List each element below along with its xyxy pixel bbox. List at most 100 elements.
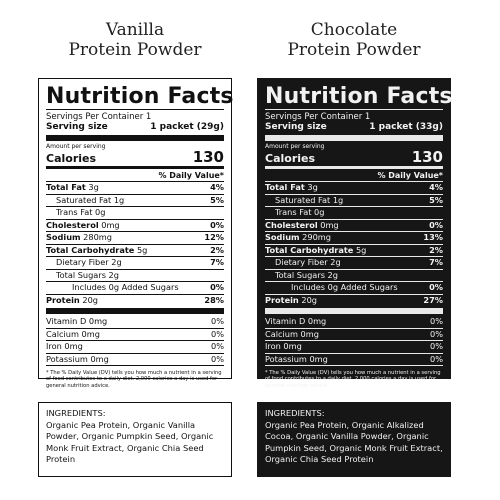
nutrient-amount: Potassium 0mg [46, 353, 109, 364]
nutrient-daily-value: 7% [429, 257, 443, 267]
calories-value: 130 [411, 148, 443, 166]
nutrient-amount: Saturated Fat 1g [56, 194, 125, 205]
nutrient-row: Includes 0g Added Sugars 0% [46, 282, 224, 294]
divider [265, 281, 443, 282]
nutrient-row: Trans Fat 0g [46, 207, 224, 219]
divider-thick [265, 135, 443, 141]
nutrient-label: Total Carbohydrate 5g [46, 245, 147, 257]
nutrient-daily-value: 2% [210, 244, 224, 255]
nutrient-amount: 280mg [80, 232, 112, 242]
divider [265, 327, 443, 329]
nutrient-label: Total Sugars 2g [275, 270, 338, 282]
divider [265, 109, 443, 110]
nutrient-daily-value: 0% [211, 341, 224, 351]
nutrient-daily-value: 27% [423, 294, 443, 305]
divider [265, 243, 443, 245]
nutrient-label: Sodium 280mg [46, 232, 112, 244]
nutrient-amount: Calcium 0mg [46, 328, 100, 339]
nutrient-label: Total Fat 3g [265, 182, 318, 194]
nutrient-row: Vitamin D 0mg 0% [46, 316, 224, 328]
nutrient-label: Iron 0mg [265, 341, 302, 353]
nutrient-row: Dietary Fiber 2g 7% [265, 257, 443, 269]
divider [46, 281, 224, 282]
divider [265, 293, 443, 295]
nutrient-daily-value: 5% [210, 194, 224, 205]
nutrient-label: Sodium 290mg [265, 232, 331, 244]
nutrient-label: Dietary Fiber 2g [56, 257, 122, 269]
divider [46, 206, 224, 207]
nutrient-daily-value: 0% [210, 282, 224, 292]
nutrient-daily-value: 13% [423, 232, 443, 242]
divider [46, 293, 224, 295]
nutrient-row: Trans Fat 0g [265, 207, 443, 219]
nutrient-amount: Calcium 0mg [265, 328, 319, 339]
daily-value-footnote: * The % Daily Value (DV) tells you how m… [46, 370, 222, 389]
nutrient-label: Trans Fat 0g [56, 207, 105, 219]
nutrient-label: Total Fat 3g [46, 182, 99, 194]
nutrient-row: Protein 20g 28% [46, 295, 224, 307]
nutrient-label: Calcium 0mg [265, 329, 319, 341]
serving-size-value: 1 packet (33g) [369, 122, 443, 132]
divider [46, 231, 224, 232]
divider [46, 243, 224, 245]
nutrient-amount: 3g [304, 182, 318, 192]
nutrient-amount: 5g [353, 244, 367, 255]
nutrient-row: Cholesterol 0mg 0% [265, 220, 443, 232]
nutrient-name-bold: Sodium [46, 232, 81, 242]
nutrient-row: Calcium 0mg 0% [46, 329, 224, 341]
nutrient-row: Sodium 280mg 12% [46, 232, 224, 244]
nutrient-row: Total Carbohydrate 5g 2% [46, 245, 224, 257]
nutrient-label: Total Sugars 2g [56, 270, 119, 282]
nutrient-amount: 290mg [299, 232, 331, 242]
vanilla-heading: Vanilla Protein Powder [25, 20, 245, 60]
nutrient-amount: Includes 0g Added Sugars [291, 282, 398, 292]
nutrient-name-bold: Total Carbohydrate [265, 244, 354, 255]
nutrient-row: Calcium 0mg 0% [265, 329, 443, 341]
servings-per-container: Servings Per Container 1 [265, 112, 371, 122]
amount-per-serving: Amount per serving [265, 143, 325, 150]
divider [265, 352, 443, 354]
nutrient-name-bold: Total Fat [265, 182, 305, 192]
calories-label: Calories [46, 152, 97, 165]
nutrient-amount: 0mg [98, 219, 120, 230]
ingredients-label: INGREDIENTS: [265, 408, 325, 418]
nutrient-row: Iron 0mg 0% [265, 341, 443, 353]
vanilla-nutrition-panel: Nutrition Facts Servings Per Container 1… [38, 78, 234, 389]
nutrient-amount: Total Sugars 2g [275, 269, 338, 280]
nutrient-label: Potassium 0mg [46, 354, 109, 366]
nutrient-amount: 0mg [317, 219, 339, 230]
nutrient-amount: Potassium 0mg [265, 353, 328, 364]
chocolate-nutrition-panel: Nutrition Facts Servings Per Container 1… [257, 78, 453, 389]
nutrient-daily-value: 0% [211, 328, 224, 339]
vanilla-ingredients-box: INGREDIENTS: Organic Pea Protein, Organi… [38, 402, 232, 477]
nutrient-daily-value: 0% [430, 328, 443, 339]
nutrient-daily-value: 0% [430, 316, 443, 326]
nutrient-row: Iron 0mg 0% [46, 341, 224, 353]
divider [265, 268, 443, 270]
nutrient-label: Iron 0mg [46, 341, 83, 353]
divider [46, 365, 224, 366]
nutrient-row: Total Sugars 2g [265, 270, 443, 282]
serving-size-value: 1 packet (29g) [150, 122, 224, 132]
nutrient-amount: Saturated Fat 1g [275, 194, 344, 205]
nutrient-daily-value: 28% [204, 294, 224, 305]
divider [265, 340, 443, 341]
nutrition-facts-title: Nutrition Facts [265, 84, 453, 109]
nutrient-amount: Dietary Fiber 2g [275, 257, 341, 267]
calories-row: Calories 130 [46, 150, 224, 166]
nutrient-daily-value: 0% [210, 219, 224, 230]
nutrient-amount: Trans Fat 0g [275, 207, 325, 217]
nutrient-rows: Total Fat 3g 4% Saturated Fat 1g 5% Trans Fa… [265, 182, 443, 366]
nutrient-row: Total Sugars 2g [46, 270, 224, 282]
nutrient-amount: Iron 0mg [265, 341, 302, 351]
divider [46, 181, 224, 182]
nutrient-label: Saturated Fat 1g [56, 195, 124, 207]
divider [46, 109, 224, 110]
vanilla-heading-line1: Vanilla [105, 20, 165, 40]
nutrient-row: Sodium 290mg 13% [265, 232, 443, 244]
ingredients-label: INGREDIENTS: [46, 408, 106, 418]
nutrient-label: Includes 0g Added Sugars [72, 282, 179, 294]
nutrient-amount: 5g [134, 244, 148, 255]
nutrient-label: Protein 20g [265, 295, 317, 307]
nutrient-row: Potassium 0mg 0% [46, 354, 224, 366]
